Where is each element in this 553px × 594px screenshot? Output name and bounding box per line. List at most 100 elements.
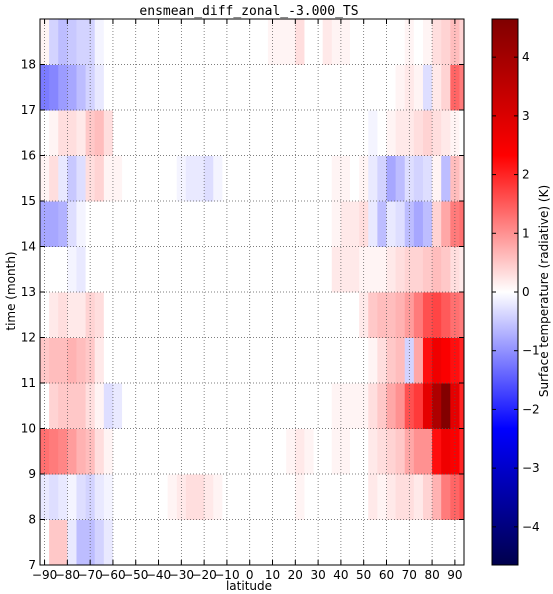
x-tick-label: 20 (288, 568, 303, 582)
heatmap-cell (176, 337, 187, 384)
y-tick-label: 16 (21, 149, 36, 163)
heatmap-cell (195, 64, 205, 111)
heatmap-cell (158, 19, 169, 65)
heatmap-cell (258, 201, 269, 247)
heatmap-cell (377, 292, 387, 338)
heatmap-cell (459, 383, 465, 429)
heatmap-cell (222, 64, 232, 111)
heatmap-cell (267, 519, 278, 566)
heatmap-cell (286, 64, 296, 111)
heatmap-cell (149, 337, 160, 384)
heatmap-cell (258, 519, 269, 566)
heatmap-cell (432, 337, 442, 384)
heatmap-cell (350, 474, 360, 520)
heatmap-cell (67, 519, 77, 566)
heatmap-cell (222, 337, 232, 384)
heatmap-cell (258, 19, 269, 65)
heatmap-cell (249, 246, 260, 293)
heatmap-cell (304, 246, 315, 293)
heatmap-cell (441, 155, 451, 202)
heatmap-cell (413, 64, 424, 111)
x-axis-label: latitude (226, 579, 272, 593)
heatmap-cell (322, 428, 333, 475)
heatmap-cell (286, 337, 296, 384)
heatmap-cell (432, 246, 442, 293)
heatmap-cell (249, 201, 260, 247)
heatmap-cell (222, 246, 232, 293)
heatmap-cell (122, 474, 132, 520)
heatmap-cell (94, 383, 105, 429)
heatmap-cell (149, 383, 160, 429)
heatmap-cell (295, 155, 305, 202)
heatmap-cell (112, 383, 123, 429)
heatmap-cell (322, 246, 333, 293)
heatmap-cell (459, 246, 465, 293)
heatmap-cell (441, 64, 451, 111)
heatmap-cell (231, 64, 242, 111)
heatmap-cell (58, 428, 68, 475)
heatmap-cell (267, 337, 278, 384)
heatmap-cell (368, 428, 378, 475)
heatmap-cell (377, 337, 387, 384)
heatmap-cell (67, 19, 77, 65)
heatmap-cell (459, 519, 465, 566)
heatmap-cell (122, 519, 132, 566)
heatmap-cell (231, 110, 242, 156)
heatmap-cell (122, 155, 132, 202)
heatmap-cell (213, 246, 223, 293)
x-tick-label: 50 (356, 568, 371, 582)
heatmap-cell (94, 337, 105, 384)
heatmap-cell (76, 19, 87, 65)
heatmap-cell (131, 519, 141, 566)
heatmap-cell (240, 474, 251, 520)
heatmap-cell (58, 292, 68, 338)
heatmap-cell (204, 246, 214, 293)
heatmap-cell (277, 110, 287, 156)
heatmap-cell (422, 337, 433, 384)
heatmap-cell (432, 201, 442, 247)
x-tick-label: 30 (310, 568, 325, 582)
heatmap-cell (377, 246, 387, 293)
heatmap-cell (67, 337, 77, 384)
x-tick-label: 60 (379, 568, 394, 582)
heatmap-cell (195, 383, 205, 429)
heatmap-cell (404, 64, 415, 111)
heatmap-cell (131, 19, 141, 65)
heatmap-cell (158, 64, 169, 111)
heatmap-cell (103, 110, 114, 156)
heatmap-cell (413, 428, 424, 475)
heatmap-cell (67, 201, 77, 247)
heatmap-cell (240, 201, 251, 247)
heatmap-cell (58, 64, 68, 111)
heatmap-cell (368, 155, 378, 202)
heatmap-cell (40, 246, 50, 293)
heatmap-cell (395, 474, 406, 520)
heatmap-cell (368, 201, 378, 247)
heatmap-cell (122, 337, 132, 384)
heatmap-cell (422, 246, 433, 293)
heatmap-cell (295, 19, 305, 65)
heatmap-cell (185, 201, 196, 247)
heatmap-cell (386, 155, 397, 202)
heatmap-cell (267, 292, 278, 338)
heatmap-cell (240, 519, 251, 566)
heatmap-cell (377, 428, 387, 475)
heatmap-cell (350, 246, 360, 293)
heatmap-cell (331, 155, 342, 202)
heatmap-cell (58, 155, 68, 202)
colorbar-tick-label: 3 (522, 109, 530, 123)
heatmap-cell (322, 519, 333, 566)
heatmap-cell (432, 474, 442, 520)
heatmap-cell (377, 474, 387, 520)
heatmap-cell (213, 64, 223, 111)
heatmap-cell (331, 64, 342, 111)
x-tick-label: −60 (100, 568, 125, 582)
heatmap-cell (331, 519, 342, 566)
heatmap-cell (158, 337, 169, 384)
heatmap-cell (185, 64, 196, 111)
heatmap-cell (313, 64, 324, 111)
heatmap-cell (231, 428, 242, 475)
heatmap-cell (149, 292, 160, 338)
heatmap-cell (249, 155, 260, 202)
heatmap-cell (58, 19, 68, 65)
